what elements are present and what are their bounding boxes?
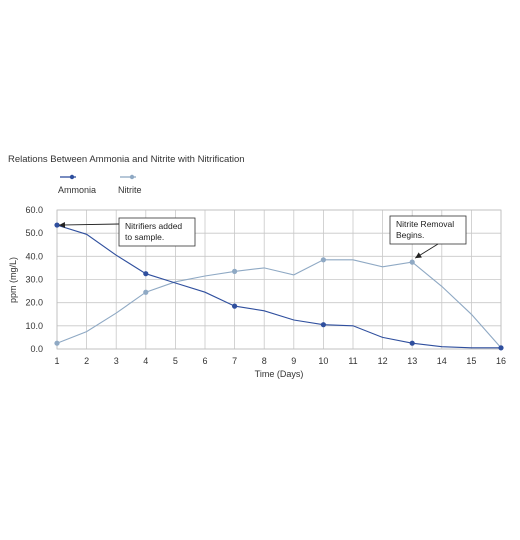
x-tick-label: 3 [114,356,119,366]
y-tick-label: 10.0 [25,321,43,331]
x-tick-label: 1 [54,356,59,366]
x-tick-label: 9 [291,356,296,366]
data-point-ammonia [232,303,238,309]
legend-swatch-marker [129,174,135,180]
x-tick-label: 11 [348,356,357,366]
data-point-nitrite [320,257,326,263]
data-point-nitrite [232,268,238,274]
annotation-arrowhead [59,222,66,228]
y-tick-label: 20.0 [25,298,43,308]
annotation-text: Nitrite Removal [396,219,454,229]
data-point-ammonia [54,222,60,228]
data-point-ammonia [143,271,149,277]
data-point-nitrite [143,289,149,295]
legend-label: Nitrite [118,185,142,195]
data-point-ammonia [498,345,504,351]
y-tick-label: 0.0 [30,344,43,354]
data-point-nitrite [409,259,415,265]
x-tick-label: 16 [496,356,506,366]
x-tick-label: 5 [173,356,178,366]
series-line-ammonia [56,224,501,349]
x-tick-label: 4 [143,356,148,366]
annotation-text: Begins. [396,230,424,240]
legend-swatch-marker [69,174,75,180]
x-tick-label: 10 [318,356,328,366]
annotation-box [118,217,196,247]
y-tick-label: 30.0 [25,275,43,285]
y-tick-label: 40.0 [25,251,43,261]
x-tick-label: 8 [262,356,267,366]
annotation-box [389,215,467,245]
x-tick-label: 6 [202,356,207,366]
y-tick-label: 50.0 [25,228,43,238]
legend-label: Ammonia [58,185,96,195]
x-tick-label: 15 [466,356,476,366]
legend: Ammonia Nitrite [58,174,142,195]
x-tick-label: 14 [437,356,447,366]
plot-frame [56,209,502,350]
x-axis-label: Time (Days) [255,369,304,379]
data-point-ammonia [320,322,326,328]
x-tick-label: 7 [232,356,237,366]
annotation-text: to sample. [125,232,164,242]
y-axis-ticks: 0.0 10.0 20.0 30.0 40.0 50.0 60.0 [25,205,43,354]
x-tick-label: 12 [378,356,388,366]
series-line-nitrite [56,259,502,349]
series-lines [54,222,504,351]
x-tick-label: 2 [84,356,89,366]
chart-grid [56,209,502,350]
y-tick-label: 60.0 [25,205,43,215]
x-tick-label: 13 [407,356,417,366]
x-axis-ticks: 1 2 3 4 5 6 7 8 9 10 11 12 13 14 15 16 [54,356,506,366]
chart-title: Relations Between Ammonia and Nitrite wi… [8,154,245,165]
data-point-nitrite [54,340,60,346]
annotation-arrow-line [58,223,120,226]
data-point-ammonia [409,340,415,346]
y-axis-label: ppm (mg/L) [8,257,18,303]
annotation-arrowhead [415,252,422,259]
annotation-text: Nitrifiers added [125,221,182,231]
